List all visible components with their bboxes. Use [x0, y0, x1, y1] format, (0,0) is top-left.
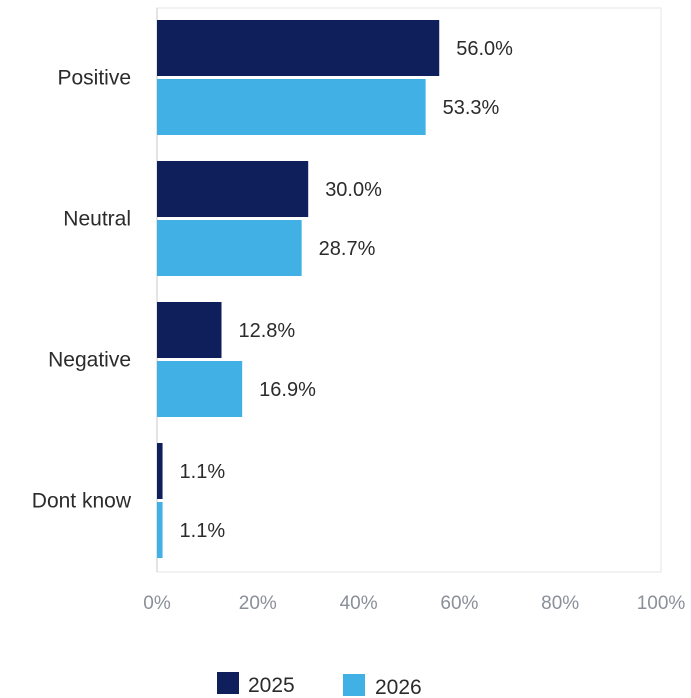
category-label: Negative	[48, 349, 131, 372]
data-label: 1.1%	[180, 520, 226, 542]
data-label: 28.7%	[319, 238, 376, 260]
x-tick-label: 40%	[340, 593, 378, 614]
legend-swatch-2026	[343, 674, 365, 696]
x-tick-label: 60%	[440, 593, 478, 614]
category-label: Neutral	[63, 208, 131, 231]
data-label: 1.1%	[180, 461, 226, 483]
legend-swatch-2025	[217, 672, 239, 694]
legend-label: 2025	[248, 674, 295, 697]
data-label: 30.0%	[325, 179, 382, 201]
bar-2025-dont-know	[157, 443, 163, 499]
bar-2026-negative	[157, 361, 243, 417]
bar-2025-neutral	[157, 161, 309, 217]
x-tick-label: 0%	[143, 593, 171, 614]
data-label: 16.9%	[259, 379, 316, 401]
data-label: 56.0%	[456, 38, 513, 60]
bar-2026-dont-know	[157, 502, 163, 558]
x-tick-label: 20%	[239, 593, 277, 614]
data-label: 12.8%	[239, 320, 296, 342]
bar-2025-positive	[157, 20, 440, 76]
bar-2026-positive	[157, 79, 426, 135]
x-tick-label: 80%	[541, 593, 579, 614]
bar-2025-negative	[157, 302, 222, 358]
category-label: Positive	[57, 67, 131, 90]
data-label: 53.3%	[443, 97, 500, 119]
x-tick-label: 100%	[637, 593, 686, 614]
category-label: Dont know	[32, 490, 132, 513]
bar-2026-neutral	[157, 220, 302, 276]
legend-label: 2026	[375, 676, 422, 698]
